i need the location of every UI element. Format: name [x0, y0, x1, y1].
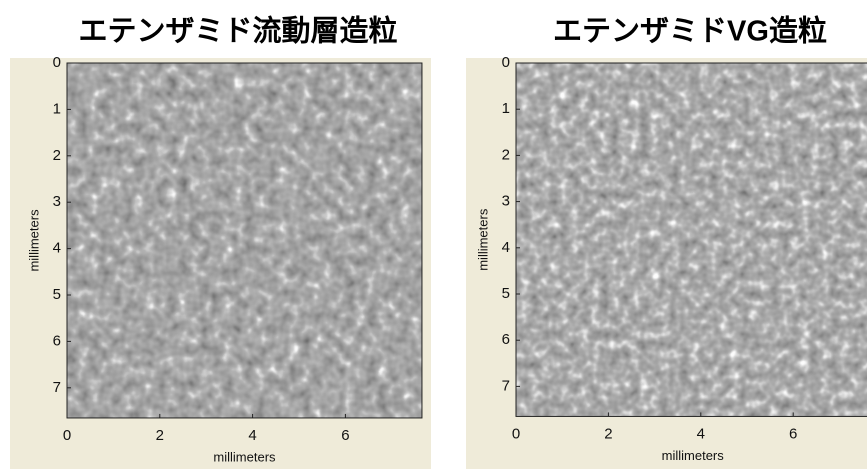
y-tick-label: 3: [53, 193, 61, 210]
y-tick-label: 1: [502, 100, 510, 117]
y-tick-label: 2: [53, 147, 61, 164]
x-tick-label: 0: [512, 425, 520, 442]
figure: エテンザミド流動層造粒 0 2 4 6 0 1 2 3 4 5 6 7 millimeters millim…: [0, 0, 867, 469]
y-tick-label: 7: [502, 377, 510, 394]
x-tick-label: 6: [341, 427, 349, 444]
y-tick-label: 7: [53, 379, 61, 396]
x-tick-label: 6: [789, 425, 797, 442]
y-tick-label: 5: [53, 286, 61, 303]
x-tick-label: 2: [156, 427, 164, 444]
y-tick-label: 6: [502, 331, 510, 348]
y-axis-label: millimeters: [475, 208, 490, 271]
y-tick-label: 4: [53, 240, 61, 257]
y-tick-label: 4: [502, 239, 510, 256]
y-tick-label: 6: [53, 332, 61, 349]
panel-title: エテンザミド流動層造粒: [78, 15, 397, 48]
x-tick-label: 4: [248, 427, 256, 444]
y-tick-label: 0: [53, 54, 61, 71]
y-tick-label: 1: [53, 100, 61, 117]
x-axis-label: millimeters: [213, 449, 276, 464]
y-tick-label: 3: [502, 193, 510, 210]
x-axis-label: millimeters: [662, 448, 725, 463]
x-tick-label: 2: [604, 425, 612, 442]
micrograph: [67, 63, 422, 418]
y-tick-label: 5: [502, 285, 510, 302]
x-tick-label: 0: [63, 427, 71, 444]
y-axis-label: millimeters: [26, 209, 41, 272]
y-tick-label: 2: [502, 146, 510, 163]
panel-title: エテンザミドVG造粒: [553, 15, 827, 48]
x-tick-label: 4: [697, 425, 705, 442]
y-tick-label: 0: [502, 54, 510, 71]
micrograph: [516, 63, 867, 416]
